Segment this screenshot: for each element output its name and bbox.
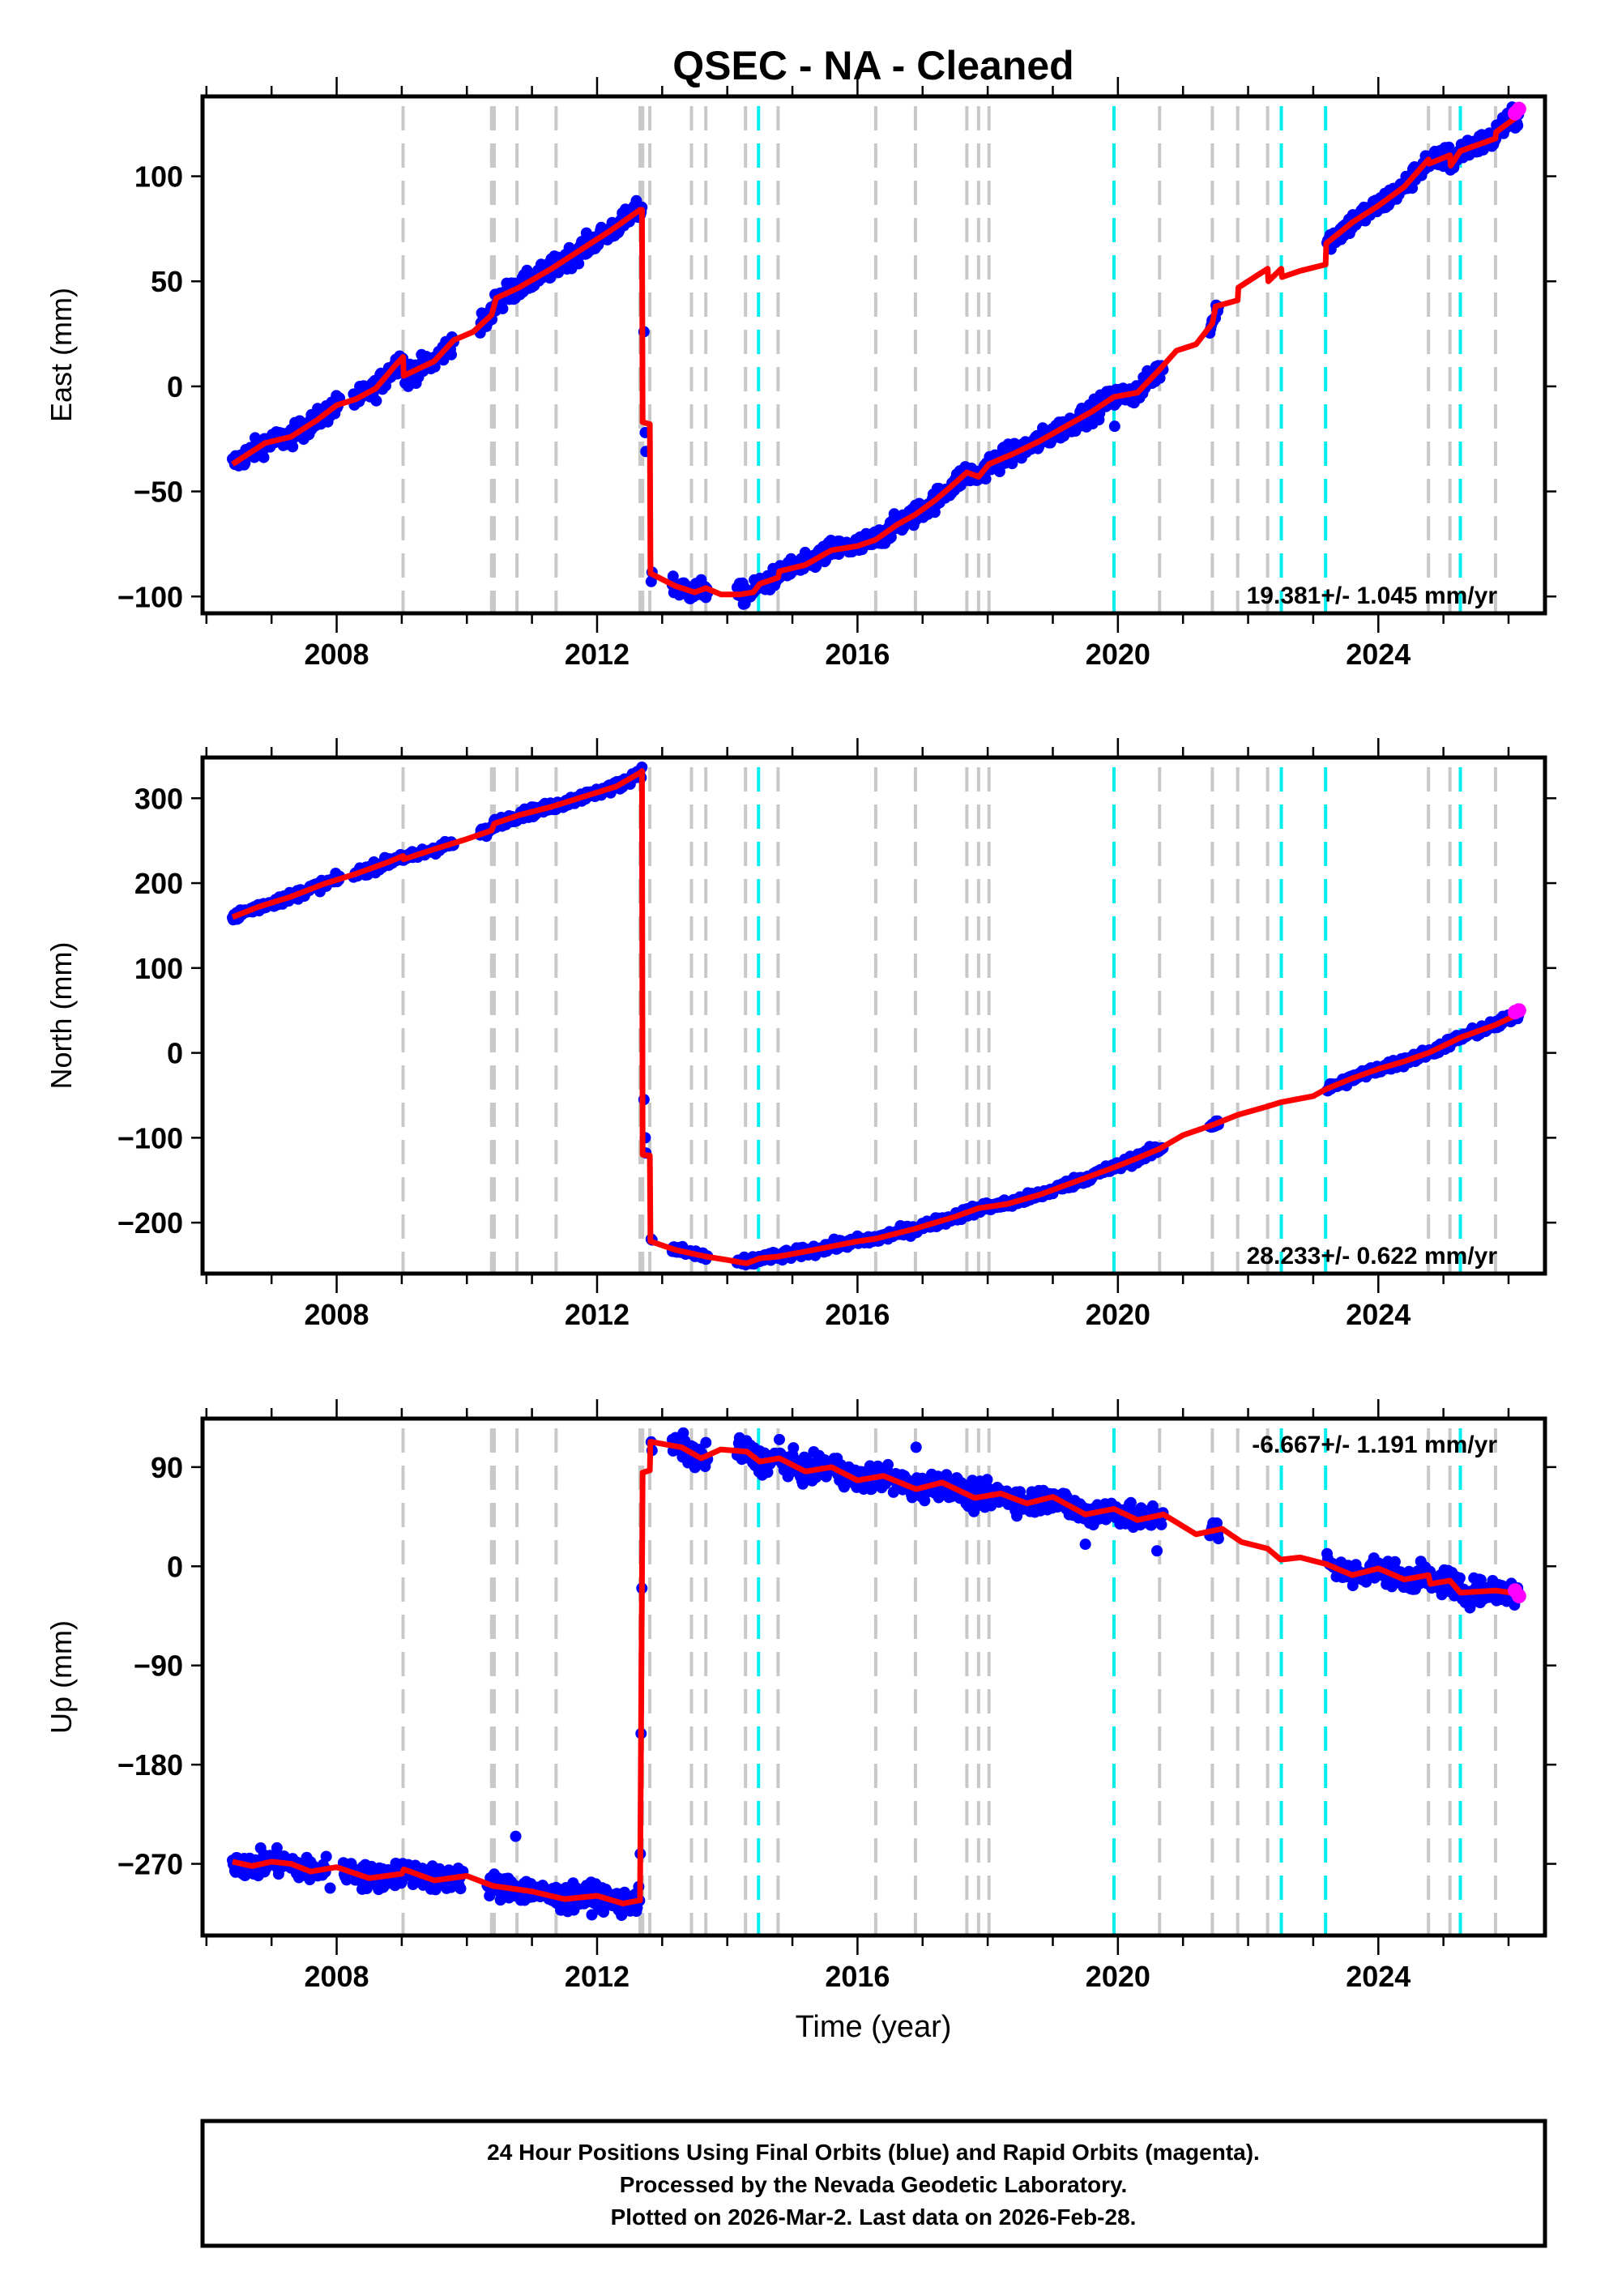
y-tick-label: −180	[117, 1748, 183, 1782]
final-orbit-points	[227, 101, 1525, 610]
plot-frame	[200, 755, 1547, 1276]
model-curve	[231, 113, 1521, 598]
final-orbit-point	[446, 348, 457, 361]
final-orbit-point	[271, 1841, 283, 1854]
y-axis-label: East (mm)	[45, 288, 78, 422]
x-tick-label: 2024	[1346, 1960, 1411, 1993]
y-tick-label: −100	[117, 1121, 183, 1154]
outlier-point	[510, 1830, 522, 1842]
final-orbit-point	[287, 441, 299, 453]
y-axis-label: North (mm)	[45, 942, 78, 1090]
y-tick-label: −100	[117, 580, 183, 613]
y-tick-label: 200	[134, 867, 183, 900]
rapid-orbit-point	[1511, 1589, 1526, 1604]
footer-border	[200, 2119, 1547, 2248]
chart-title: QSEC - NA - Cleaned	[672, 43, 1073, 88]
y-tick-label: 100	[134, 952, 183, 985]
final-orbit-point	[1512, 120, 1524, 131]
up-panel: 2008 2012 2016 2020 2024 −270 −180 −90 0 90 Up (mm…	[45, 1399, 1556, 1993]
final-orbit-point	[370, 395, 382, 407]
plot-frame	[200, 1416, 1547, 1938]
footer-box: 24 Hour Positions Using Final Orbits (bl…	[200, 2119, 1547, 2248]
outlier-point	[324, 1882, 336, 1894]
final-orbit-point	[700, 1436, 712, 1449]
footer-line-orbits: 24 Hour Positions Using Final Orbits (bl…	[487, 2140, 1260, 2165]
x-tick-label: 2016	[825, 1960, 890, 1993]
y-tick-label: 50	[151, 265, 183, 298]
y-tick-label: −50	[134, 476, 183, 509]
final-orbit-point	[882, 1458, 894, 1470]
east-panel: 2008 2012 2016 2020 2024 −100 −50 0 50 100 East (m…	[45, 77, 1556, 671]
x-tick-label: 2024	[1346, 638, 1411, 671]
final-orbit-point	[941, 1469, 953, 1481]
outlier-point	[1151, 1545, 1163, 1557]
final-orbit-point	[1212, 1533, 1224, 1545]
final-orbit-point	[787, 1442, 800, 1454]
x-tick-label: 2020	[1086, 1960, 1150, 1993]
event-lines	[401, 767, 1497, 1274]
final-orbit-point	[1443, 141, 1455, 153]
rapid-orbit-point	[1511, 1003, 1526, 1018]
y-tick-label: −200	[117, 1206, 183, 1240]
rapid-orbit-point	[1511, 101, 1526, 117]
final-orbit-point	[484, 1890, 496, 1902]
velocity-rate-label: 19.381+/- 1.045 mm/yr	[1247, 583, 1498, 609]
footer-line-dates: Plotted on 2026-Mar-2. Last data on 2026…	[611, 2204, 1137, 2230]
x-tick-label: 2016	[825, 638, 890, 671]
final-orbit-point	[258, 451, 270, 463]
final-orbit-point	[455, 1883, 467, 1895]
final-orbit-point	[981, 1474, 993, 1486]
x-tick-label: 2008	[304, 638, 369, 671]
x-tick-label: 2020	[1086, 1298, 1150, 1331]
y-tick-label: 90	[151, 1451, 183, 1484]
final-orbit-point	[1155, 1518, 1167, 1530]
final-orbit-point	[320, 1850, 332, 1863]
model-curve	[232, 1439, 1520, 1907]
final-orbit-point	[979, 473, 992, 485]
velocity-rate-label: 28.233+/- 0.622 mm/yr	[1247, 1243, 1498, 1270]
y-tick-label: 300	[134, 782, 183, 815]
final-orbit-point	[1453, 1572, 1466, 1584]
y-tick-label: −90	[134, 1649, 183, 1683]
final-orbit-point	[1211, 1517, 1223, 1529]
y-axis-label: Up (mm)	[45, 1620, 78, 1734]
footer-line-processed-by: Processed by the Nevada Geodetic Laborat…	[620, 2172, 1128, 2197]
model-curve	[231, 768, 1521, 1266]
event-lines	[401, 106, 1497, 613]
outlier-point	[910, 1441, 922, 1453]
y-tick-label: 0	[167, 1550, 183, 1583]
x-tick-label: 2020	[1086, 638, 1150, 671]
velocity-rate-label: -6.667+/- 1.191 mm/yr	[1252, 1432, 1497, 1458]
final-orbit-point	[1125, 1496, 1137, 1509]
x-axis-label: Time (year)	[796, 2010, 952, 2044]
outlier-point	[497, 302, 509, 314]
y-tick-label: −270	[117, 1848, 183, 1881]
final-orbit-point	[573, 258, 585, 270]
plot-frame	[200, 94, 1547, 616]
event-lines	[401, 1428, 1497, 1935]
outlier-point	[402, 380, 414, 392]
x-tick-label: 2012	[565, 1298, 630, 1331]
x-tick-label: 2008	[304, 1298, 369, 1331]
y-tick-label: 0	[167, 1037, 183, 1070]
final-orbit-point	[645, 575, 657, 587]
x-tick-label: 2012	[565, 638, 630, 671]
x-tick-label: 2012	[565, 1960, 630, 1993]
outlier-point	[773, 1433, 785, 1445]
outlier-point	[1079, 1538, 1091, 1551]
north-panel: 2008 2012 2016 2020 2024 −200 −100 0 100 200 300 No…	[45, 738, 1556, 1331]
x-tick-label: 2024	[1346, 1298, 1411, 1331]
x-tick-label: 2016	[825, 1298, 890, 1331]
outlier-point	[1108, 420, 1120, 433]
x-tick-label: 2008	[304, 1960, 369, 1993]
y-tick-label: 100	[134, 160, 183, 194]
y-tick-label: 0	[167, 370, 183, 403]
